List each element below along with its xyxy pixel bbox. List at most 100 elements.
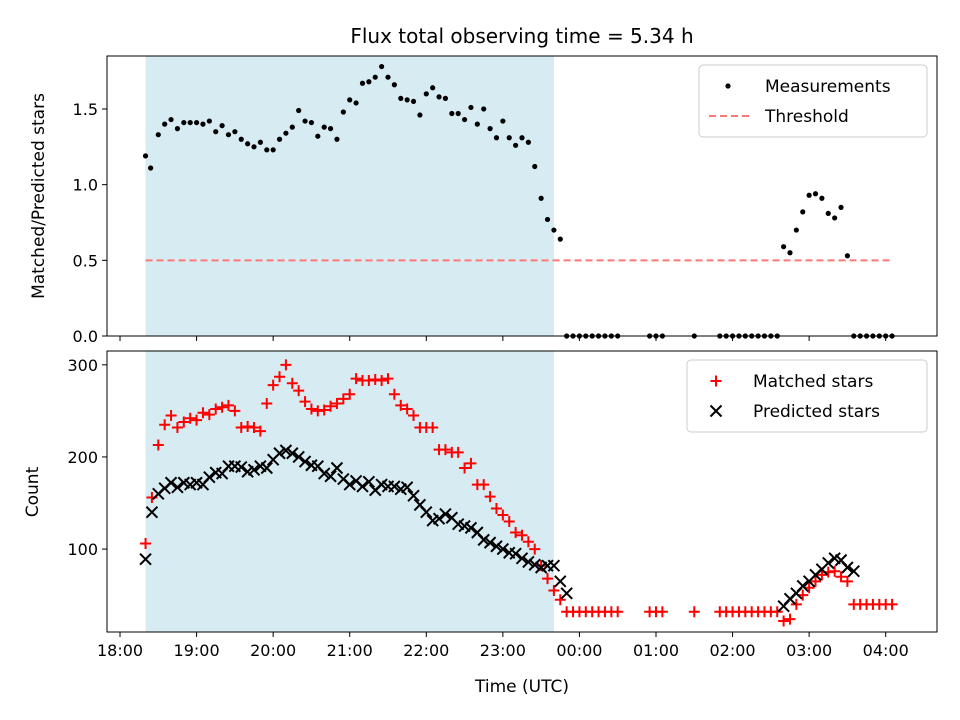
matched-star-point	[197, 407, 209, 419]
matched-star-point	[841, 575, 853, 587]
matched-star-point	[510, 526, 522, 538]
predicted-star-point	[356, 480, 369, 493]
matched-star-point	[497, 509, 509, 521]
matched-star-point	[165, 409, 177, 421]
measurement-point	[251, 144, 257, 150]
measurement-point	[289, 124, 295, 130]
measurement-point	[506, 135, 512, 141]
matched-star-point	[178, 416, 190, 428]
measurement-point	[806, 192, 812, 198]
matched-star-point	[401, 403, 413, 415]
matched-star-point	[529, 543, 541, 555]
measurement-point	[513, 142, 519, 148]
measurement-point	[193, 119, 200, 126]
measurement-point	[423, 91, 429, 97]
predicted-star-point	[235, 460, 248, 474]
predicted-star-point	[477, 533, 490, 547]
predicted-star-point	[298, 455, 312, 468]
predicted-star-point	[841, 561, 854, 574]
matched-star-point	[784, 613, 796, 625]
bottom-legend: Matched stars Predicted stars	[686, 359, 928, 433]
measurement-point	[283, 130, 289, 136]
predicted-star-point	[515, 552, 529, 565]
matched-star-point	[299, 396, 311, 408]
legend-label: Threshold	[764, 107, 849, 127]
matched-star-point	[216, 401, 228, 413]
measurement-point	[168, 116, 174, 123]
matched-star-point	[337, 393, 349, 405]
predicted-star-point	[203, 471, 216, 484]
measurement-point	[296, 107, 302, 114]
top-y-ticks: 0.0 0.5 1.0 1.5	[73, 100, 107, 346]
matched-star-point	[274, 371, 286, 383]
matched-star-point	[771, 606, 783, 618]
matched-star-point	[388, 388, 400, 400]
measurement-point	[544, 216, 551, 223]
measurement-point	[398, 95, 404, 101]
matched-star-point	[191, 414, 203, 426]
matched-star-point	[535, 560, 547, 572]
matched-star-point	[816, 569, 828, 581]
matched-star-point	[459, 462, 471, 474]
y-tick-label: 1.0	[73, 176, 98, 195]
measurement-point	[353, 100, 359, 106]
matched-star-point	[612, 606, 624, 618]
measurement-point	[315, 133, 321, 139]
measurement-point	[276, 136, 283, 142]
matched-star-point	[159, 419, 171, 431]
predicted-star-point	[324, 470, 337, 483]
measurement-point	[468, 104, 474, 111]
predicted-star-point	[407, 489, 420, 502]
top-y-axis-label: Matched/Predicted stars	[29, 93, 49, 299]
measurement-point	[812, 191, 819, 197]
x-tick-label: 22:00	[403, 641, 449, 660]
matched-star-point	[203, 409, 215, 421]
predicted-star-point	[260, 461, 273, 475]
matched-star-point	[382, 373, 394, 385]
predicted-star-point	[547, 559, 561, 572]
matched-star-point	[140, 538, 152, 550]
matched-star-point	[554, 594, 566, 606]
measurement-point	[417, 112, 423, 118]
measurement-point	[302, 118, 308, 124]
x-tick-label: 21:00	[327, 641, 373, 660]
predicted-star-point	[464, 521, 478, 535]
top-x-ticks	[119, 336, 887, 341]
measurement-points	[142, 63, 895, 339]
measurement-point	[461, 116, 468, 123]
matched-star-point	[778, 615, 790, 627]
matched-star-point	[835, 571, 847, 583]
matched-star-point	[318, 404, 330, 416]
y-tick-label: 0.0	[73, 327, 98, 346]
matched-star-point	[350, 373, 362, 385]
chart-title: Flux total observing time = 5.34 h	[350, 24, 693, 48]
y-tick-label: 1.5	[73, 100, 98, 119]
matched-star-point	[790, 598, 802, 610]
measurement-point	[819, 195, 825, 201]
measurement-point	[793, 227, 799, 233]
measurement-point	[844, 253, 851, 259]
predicted-star-point	[528, 558, 541, 571]
predicted-star-point	[522, 555, 535, 569]
matched-star-point	[171, 421, 183, 433]
measurement-point	[838, 204, 844, 210]
legend-swatch	[710, 375, 722, 387]
top-axes-frame	[106, 55, 938, 337]
matched-star-point	[452, 446, 464, 458]
measurement-point	[442, 95, 449, 101]
predicted-star-point	[247, 463, 261, 477]
predicted-star-point	[388, 480, 401, 493]
predicted-star-point	[292, 450, 305, 464]
measurement-point	[525, 139, 531, 145]
matched-star-point	[395, 399, 407, 411]
legend-label: Matched stars	[753, 372, 873, 392]
matched-star-point	[331, 398, 343, 410]
x-tick-label: 03:00	[786, 641, 832, 660]
measurement-point	[430, 85, 436, 91]
measurement-point	[327, 126, 334, 132]
x-tick-label: 20:00	[250, 641, 296, 660]
x-tick-label: 04:00	[863, 641, 909, 660]
measurement-point	[162, 121, 168, 127]
matched-star-point	[229, 405, 241, 417]
measurement-point	[410, 98, 417, 105]
